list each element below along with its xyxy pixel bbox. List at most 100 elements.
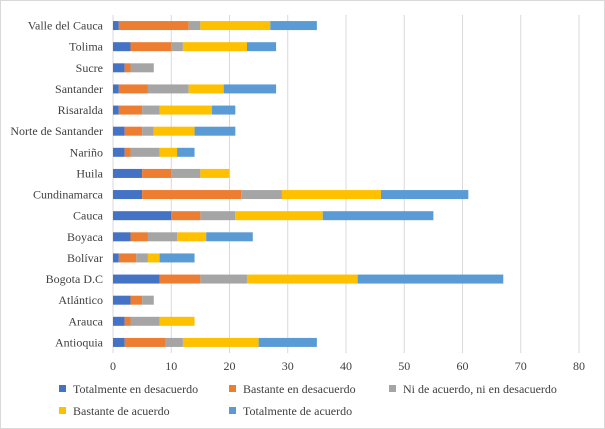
- bar-bogota-d-c-series-5: [357, 274, 504, 284]
- category-label-arauca: Arauca: [68, 314, 103, 328]
- bar-boyaca-series-2: [130, 232, 148, 242]
- bar-risaralda-series-3: [142, 105, 160, 115]
- bar-arauca-series-3: [130, 316, 160, 326]
- category-label-boyaca: Boyaca: [67, 230, 104, 244]
- bars: [113, 21, 504, 347]
- category-labels: Antioquia Arauca Atlántico Bogota D.C Bolíva…: [10, 19, 103, 350]
- bar-valle-del-cauca-series-1: [113, 21, 119, 31]
- bar-valle-del-cauca-series-5: [270, 21, 317, 31]
- bar-cauca-series-1: [113, 211, 172, 221]
- bar-atlantico-series-3: [142, 295, 154, 305]
- bar-narino-series-4: [159, 147, 178, 157]
- bar-cundinamarca-series-4: [281, 190, 381, 200]
- bar-risaralda-series-4: [159, 105, 213, 115]
- legend-swatch: [389, 385, 396, 392]
- legend-swatch: [59, 407, 66, 414]
- bar-tolima-series-3: [171, 42, 183, 52]
- legend-label: Ni de acuerdo, ni en desacuerdo: [403, 382, 557, 396]
- bar-bolivar-series-1: [113, 253, 119, 263]
- bar-cauca-series-3: [200, 211, 236, 221]
- bar-tolima-series-2: [130, 42, 172, 52]
- bar-cundinamarca-series-1: [113, 190, 143, 200]
- category-label-bolivar: Bolívar: [67, 251, 103, 265]
- x-tick-label: 40: [340, 359, 352, 373]
- bar-norte-de-santander-series-3: [142, 126, 154, 136]
- bar-cauca-series-5: [322, 211, 434, 221]
- category-label-tolima: Tolima: [69, 40, 103, 54]
- x-tick-label: 70: [515, 359, 527, 373]
- bar-huila-series-3: [171, 168, 201, 178]
- bar-tolima-series-1: [113, 42, 131, 52]
- bar-norte-de-santander-series-4: [153, 126, 195, 136]
- bar-bogota-d-c-series-2: [159, 274, 201, 284]
- x-tick-labels: 0 10 20 30 40 50 60 70 80: [110, 359, 585, 373]
- bar-cundinamarca-series-3: [241, 190, 282, 200]
- bar-santander-series-2: [118, 84, 148, 94]
- bar-valle-del-cauca-series-3: [188, 21, 201, 31]
- bar-arauca-series-4: [159, 316, 195, 326]
- legend-label: Bastante en desacuerdo: [243, 382, 356, 396]
- legend-swatch: [59, 385, 66, 392]
- bar-sucre-series-1: [113, 63, 125, 73]
- legend-item-totalmente-de-acuerdo: Totalmente de acuerdo: [229, 404, 352, 419]
- legend-label: Totalmente en desacuerdo: [73, 382, 199, 396]
- bar-narino-series-3: [130, 147, 160, 157]
- category-label-bogota-d-c: Bogota D.C: [46, 272, 103, 286]
- bar-santander-series-5: [223, 84, 277, 94]
- bar-narino-series-1: [113, 147, 125, 157]
- x-tick-label: 10: [165, 359, 177, 373]
- legend-label: Bastante de acuerdo: [73, 404, 170, 418]
- bar-huila-series-2: [142, 168, 172, 178]
- category-label-risaralda: Risaralda: [58, 103, 104, 117]
- bar-atlantico-series-1: [113, 295, 131, 305]
- category-label-cauca: Cauca: [73, 209, 104, 223]
- bar-tolima-series-5: [246, 42, 277, 52]
- x-tick-label: 20: [224, 359, 236, 373]
- bar-cundinamarca-series-2: [142, 190, 242, 200]
- bar-santander-series-4: [188, 84, 224, 94]
- bar-boyaca-series-4: [177, 232, 207, 242]
- gridlines: [112, 15, 580, 353]
- x-tick-label: 60: [457, 359, 469, 373]
- x-tick-label: 30: [282, 359, 294, 373]
- bar-cundinamarca-series-5: [380, 190, 469, 200]
- x-tick-label: 0: [110, 359, 116, 373]
- category-label-santander: Santander: [55, 82, 103, 96]
- bar-antioquia-series-2: [124, 337, 166, 347]
- bar-bolivar-series-5: [159, 253, 195, 263]
- bar-huila-series-1: [113, 168, 143, 178]
- bar-risaralda-series-2: [118, 105, 143, 115]
- bar-santander-series-3: [147, 84, 189, 94]
- bar-narino-series-2: [124, 147, 131, 157]
- bar-antioquia-series-3: [165, 337, 183, 347]
- legend-swatch: [229, 407, 236, 414]
- x-tick-label: 50: [398, 359, 410, 373]
- bar-norte-de-santander-series-2: [124, 126, 143, 136]
- bar-boyaca-series-5: [206, 232, 253, 242]
- bar-boyaca-series-1: [113, 232, 131, 242]
- legend-item-bastante-en-desacuerdo: Bastante en desacuerdo: [229, 382, 356, 397]
- bar-arauca-series-1: [113, 316, 125, 326]
- bar-cauca-series-2: [171, 211, 201, 221]
- legend-label: Totalmente de acuerdo: [243, 404, 353, 418]
- bar-antioquia-series-5: [258, 337, 317, 347]
- category-label-huila: Huila: [76, 166, 103, 180]
- bar-tolima-series-4: [182, 42, 247, 52]
- legend-item-bastante-de-acuerdo: Bastante de acuerdo: [59, 404, 170, 419]
- bar-risaralda-series-5: [212, 105, 236, 115]
- bar-arauca-series-2: [124, 316, 131, 326]
- bar-bolivar-series-4: [147, 253, 160, 263]
- bar-valle-del-cauca-series-4: [200, 21, 271, 31]
- category-label-valle-del-cauca: Valle del Cauca: [28, 19, 104, 33]
- bar-bolivar-series-3: [136, 253, 148, 263]
- bar-norte-de-santander-series-5: [194, 126, 236, 136]
- bar-antioquia-series-4: [182, 337, 259, 347]
- category-label-sucre: Sucre: [76, 61, 103, 75]
- category-label-cundinamarca: Cundinamarca: [33, 188, 104, 202]
- bar-sucre-series-3: [130, 63, 154, 73]
- bar-huila-series-4: [200, 168, 230, 178]
- legend-swatch: [229, 385, 236, 392]
- bar-bogota-d-c-series-4: [246, 274, 358, 284]
